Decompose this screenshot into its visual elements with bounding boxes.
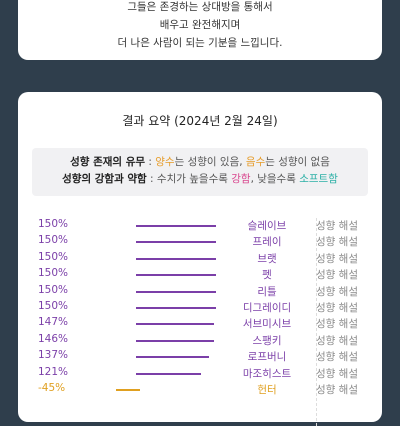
intro-card: 그들은 존경하는 상대방을 통해서 배우고 완전해지며 더 나은 사람이 되는 … [18, 0, 382, 60]
legend-presence: 성향 존재의 유무 : 양수는 성향이 있음, 음수는 성향이 없음 [32, 154, 368, 169]
legend-soft: 소프트함 [299, 173, 338, 185]
result-bar [136, 241, 216, 244]
result-bar [136, 257, 216, 260]
intro-line-3: 더 나은 사람이 되는 기분을 느낍니다. [117, 37, 283, 49]
result-bar [136, 339, 214, 342]
result-row: 150% 펫 성향 해설 [18, 267, 382, 283]
result-name: 헌터 [257, 384, 277, 396]
result-detail-link[interactable]: 성향 해설 [316, 220, 358, 232]
result-percent: -45% [38, 382, 66, 394]
result-detail-link[interactable]: 성향 해설 [316, 318, 358, 331]
result-percent: 150% [38, 300, 69, 312]
result-percent: 150% [38, 250, 69, 263]
legend-strength-sep: : 수치가 높을수록 [146, 173, 232, 185]
legend-strength: 성향의 강함과 약함 : 수치가 높을수록 강함, 낮을수록 소프트함 [32, 171, 368, 186]
result-percent: 147% [38, 316, 69, 329]
legend-positive-text: 는 성향이 있음, [174, 156, 246, 168]
result-detail-link[interactable]: 성향 해설 [316, 252, 358, 265]
result-row: -45% 헌터 성향 해설 [18, 382, 382, 398]
result-percent: 146% [38, 332, 69, 345]
legend-negative-text: 는 성향이 없음 [265, 156, 330, 168]
result-detail-link[interactable]: 성향 해설 [316, 384, 358, 396]
result-percent: 121% [38, 365, 69, 378]
result-bar [136, 323, 215, 326]
result-name: 프레이 [252, 236, 282, 249]
result-detail-link[interactable]: 성향 해설 [316, 302, 358, 314]
result-row: 137% 로프버니 성향 해설 [18, 349, 382, 365]
result-percent: 137% [38, 349, 69, 362]
legend-sep: : [145, 156, 156, 168]
result-detail-link[interactable]: 성향 해설 [316, 236, 358, 249]
result-detail-link[interactable]: 성향 해설 [316, 351, 358, 364]
legend-strong: 강함 [231, 173, 251, 185]
result-name: 브랫 [257, 252, 277, 265]
result-percent: 150% [38, 267, 69, 280]
legend-mid: , 낮을수록 [250, 173, 300, 185]
result-bar [136, 290, 216, 293]
legend-negative: 음수 [245, 156, 266, 168]
legend-box: 성향 존재의 유무 : 양수는 성향이 있음, 음수는 성향이 없음 성향의 강… [32, 148, 368, 196]
result-detail-link[interactable]: 성향 해설 [316, 285, 358, 298]
result-name: 디그레이디 [242, 302, 292, 314]
result-name: 슬레이브 [247, 220, 287, 232]
result-bar [116, 389, 140, 391]
result-name: 마조히스트 [242, 367, 292, 380]
result-percent: 150% [38, 234, 69, 247]
result-row: 150% 디그레이디 성향 해설 [18, 300, 382, 316]
result-bar [136, 372, 201, 375]
result-name: 펫 [262, 269, 272, 282]
intro-line-1: 그들은 존경하는 상대방을 통해서 [127, 1, 273, 13]
result-bar [136, 356, 210, 359]
result-row: 147% 서브미시브 성향 해설 [18, 316, 382, 332]
result-detail-link[interactable]: 성향 해설 [316, 367, 358, 380]
result-name: 스팽키 [252, 334, 282, 347]
summary-title: 결과 요약 (2024년 2월 24일) [122, 114, 278, 128]
summary-card: 결과 요약 (2024년 2월 24일) 성향 존재의 유무 : 양수는 성향이… [18, 92, 382, 426]
result-row: 150% 슬레이브 성향 해설 [18, 218, 382, 234]
result-row: 150% 리틀 성향 해설 [18, 284, 382, 300]
result-name: 로프버니 [247, 351, 287, 364]
result-percent: 150% [38, 283, 69, 296]
result-detail-link[interactable]: 성향 해설 [316, 269, 358, 282]
result-row: 146% 스팽키 성향 해설 [18, 333, 382, 349]
result-row: 150% 브랫 성향 해설 [18, 251, 382, 267]
result-row: 150% 프레이 성향 해설 [18, 234, 382, 250]
grid-divider [316, 218, 317, 426]
result-detail-link[interactable]: 성향 해설 [316, 334, 358, 347]
legend-positive: 양수 [155, 156, 175, 168]
result-row: 121% 마조히스트 성향 해설 [18, 366, 382, 382]
result-name: 리틀 [257, 285, 277, 298]
legend-strength-label: 성향의 강함과 약함 [62, 173, 147, 185]
intro-line-2: 배우고 완전해지며 [159, 19, 241, 31]
result-name: 서브미시브 [242, 318, 292, 331]
result-percent: 150% [38, 218, 69, 230]
result-bar [136, 307, 216, 309]
result-bar [136, 225, 216, 227]
result-bar [136, 274, 216, 277]
legend-presence-label: 성향 존재의 유무 [70, 156, 146, 168]
